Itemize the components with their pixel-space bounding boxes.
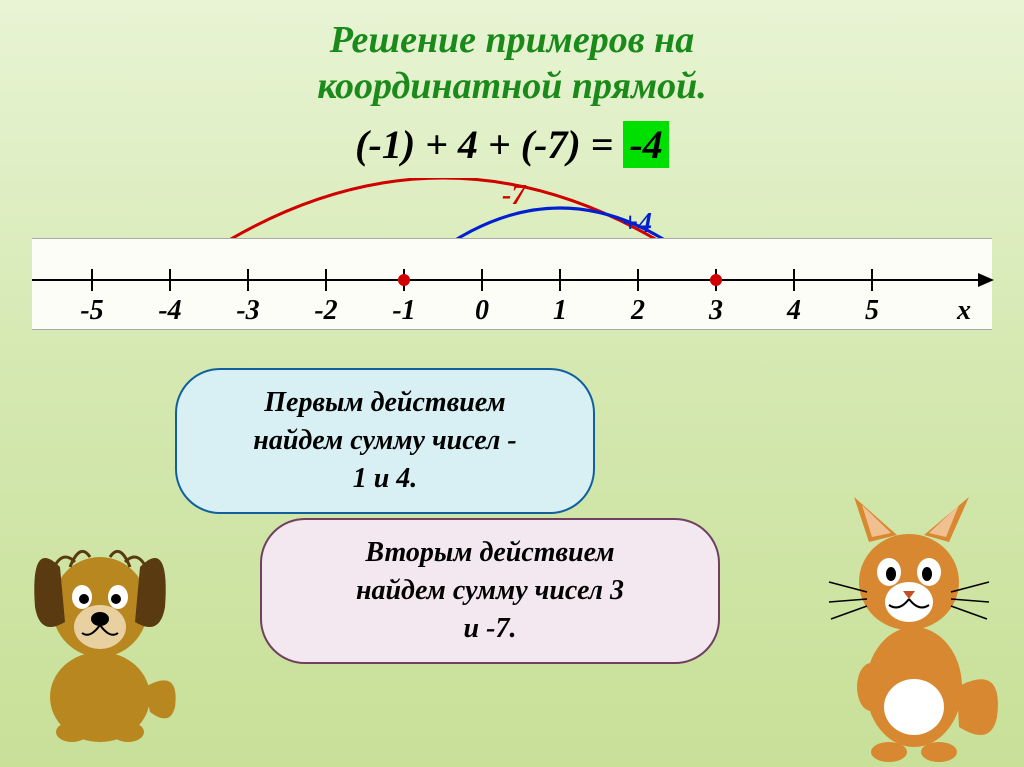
- tick-label: -5: [80, 295, 103, 327]
- tick-label: 0: [475, 295, 489, 327]
- point-dot-b: [710, 274, 722, 286]
- tick: [247, 269, 249, 291]
- tick: [793, 269, 795, 291]
- dog-character: [10, 517, 190, 757]
- title-line2: координатной прямой.: [0, 64, 1024, 110]
- axis-arrowhead: [978, 273, 994, 287]
- tick-label: 3: [709, 295, 723, 327]
- x-axis-label: x: [957, 295, 971, 327]
- tick-label: -2: [314, 295, 337, 327]
- tick: [481, 269, 483, 291]
- title-line1: Решение примеров на: [0, 18, 1024, 64]
- tick: [325, 269, 327, 291]
- cat-character: [809, 487, 1009, 767]
- bubble1-line1: Первым действием: [207, 384, 563, 422]
- axis-line: [32, 279, 992, 281]
- equation: (-1) + 4 + (-7) = -4: [0, 121, 1024, 168]
- arc-label-blue: +4: [622, 208, 652, 240]
- tick: [91, 269, 93, 291]
- point-dot-a: [398, 274, 410, 286]
- numberline-box: -5 -4 -3 -2 -1 0 1 2 3 4 5 x: [32, 238, 992, 330]
- arc-label-red: -7: [502, 180, 525, 212]
- tick-label: 2: [631, 295, 645, 327]
- tick-label: -3: [236, 295, 259, 327]
- tick: [559, 269, 561, 291]
- bubble2-line3: и -7.: [292, 610, 688, 648]
- tick-label: -4: [158, 295, 181, 327]
- tick: [637, 269, 639, 291]
- tick-label: 1: [553, 295, 567, 327]
- tick-label: -1: [392, 295, 415, 327]
- speech-bubble-2: Вторым действием найдем сумму чисел 3 и …: [260, 518, 720, 663]
- tick: [169, 269, 171, 291]
- bubble2-line2: найдем сумму чисел 3: [292, 572, 688, 610]
- page-title: Решение примеров на координатной прямой.: [0, 0, 1024, 109]
- bubble2-line1: Вторым действием: [292, 534, 688, 572]
- number-line-diagram: -7 +4 C A B -5-4-3-2-1012345 x: [32, 178, 992, 338]
- bubble1-line2: найдем сумму чисел -: [207, 422, 563, 460]
- tick: [871, 269, 873, 291]
- speech-bubble-1: Первым действием найдем сумму чисел - 1 …: [175, 368, 595, 513]
- tick-label: 5: [865, 295, 879, 327]
- equation-result: -4: [623, 121, 668, 168]
- bubble1-line3: 1 и 4.: [207, 460, 563, 498]
- equation-expr: (-1) + 4 + (-7) =: [355, 122, 613, 167]
- tick-label: 4: [787, 295, 801, 327]
